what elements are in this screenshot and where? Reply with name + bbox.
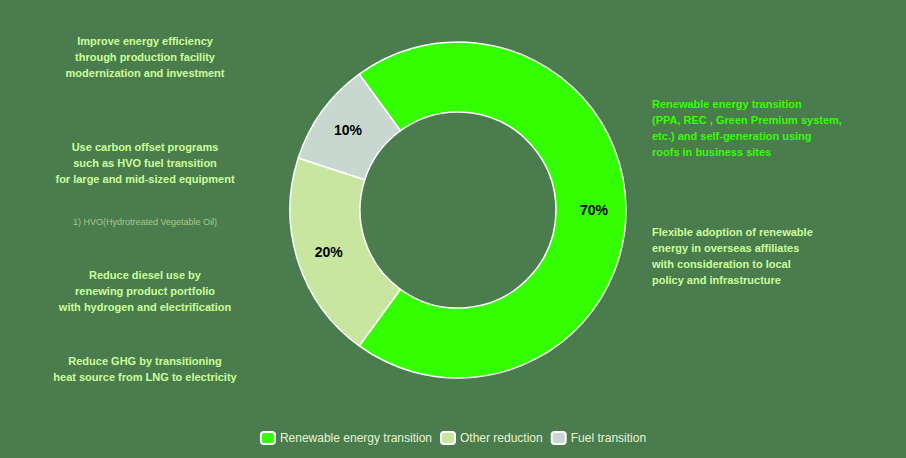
svg-text:such as HVO fuel transition: such as HVO fuel transition: [73, 157, 217, 169]
svg-text:Improve energy efficiency: Improve energy efficiency: [77, 35, 214, 47]
svg-text:Renewable energy transition: Renewable energy transition: [652, 98, 802, 110]
svg-text:Use carbon offset programs: Use carbon offset programs: [72, 141, 219, 153]
svg-text:(PPA, REC , Green Premium syst: (PPA, REC , Green Premium system,: [652, 114, 842, 126]
svg-text:through production facility: through production facility: [75, 51, 216, 63]
svg-text:renewing product portfolio: renewing product portfolio: [75, 285, 215, 297]
svg-text:with consideration to local: with consideration to local: [651, 258, 791, 270]
svg-text:etc.) and self-generation usin: etc.) and self-generation using: [652, 130, 812, 142]
svg-text:policy and infrastructure: policy and infrastructure: [652, 274, 781, 286]
svg-text:Reduce GHG by transitioning: Reduce GHG by transitioning: [68, 355, 221, 367]
svg-text:energy in overseas affiliates: energy in overseas affiliates: [652, 242, 799, 254]
svg-text:for large and mid-sized equipm: for large and mid-sized equipment: [55, 173, 234, 185]
svg-text:roofs in business sites: roofs in business sites: [652, 146, 771, 158]
svg-text:70%: 70%: [580, 202, 609, 218]
svg-text:Other reduction: Other reduction: [460, 431, 543, 445]
svg-text:10%: 10%: [334, 122, 363, 138]
svg-text:20%: 20%: [315, 244, 344, 260]
svg-text:Renewable energy transition: Renewable energy transition: [280, 431, 432, 445]
svg-text:heat source from LNG to electr: heat source from LNG to electricity: [53, 371, 237, 383]
svg-text:Fuel transition: Fuel transition: [571, 431, 646, 445]
svg-text:Flexible adoption of renewable: Flexible adoption of renewable: [652, 226, 813, 238]
svg-text:1) HVO(Hydrotreated Vegetable: 1) HVO(Hydrotreated Vegetable Oil): [73, 217, 217, 227]
svg-text:Reduce diesel use by: Reduce diesel use by: [89, 269, 202, 281]
svg-text:with hydrogen and electrificat: with hydrogen and electrification: [58, 301, 232, 313]
svg-text:modernization and investment: modernization and investment: [66, 67, 225, 79]
